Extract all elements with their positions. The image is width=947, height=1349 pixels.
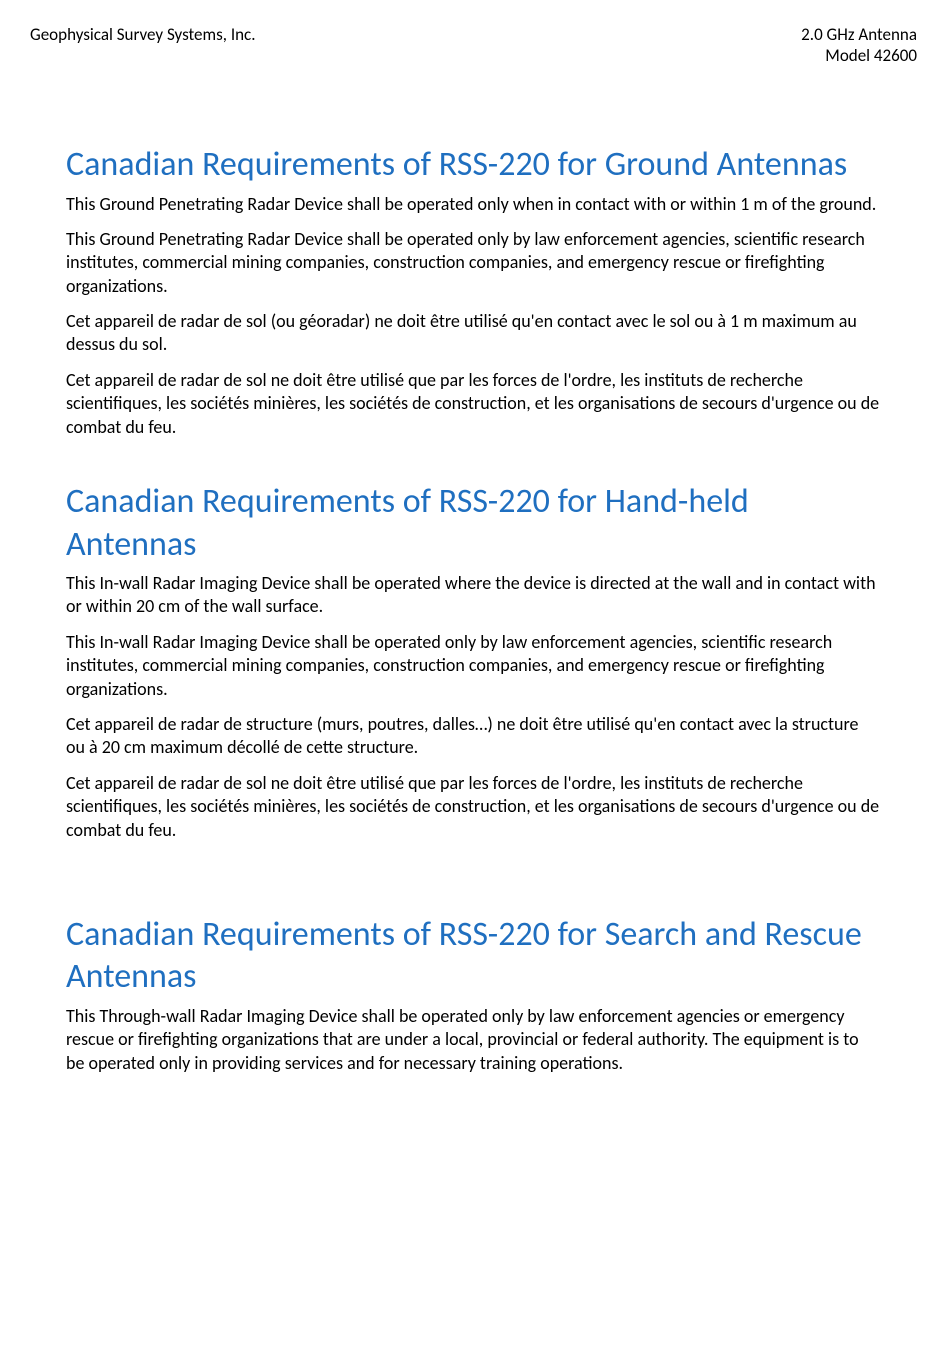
body-paragraph: Cet appareil de radar de structure (murs…	[66, 713, 881, 760]
body-paragraph: This Through-wall Radar Imaging Device s…	[66, 1005, 881, 1075]
header-right-line2: Model 42600	[801, 45, 917, 66]
header-right: 2.0 GHz Antenna Model 42600	[801, 24, 917, 66]
page-content: Canadian Requirements of RSS-220 for Gro…	[0, 144, 947, 1075]
body-paragraph: This Ground Penetrating Radar Device sha…	[66, 228, 881, 298]
body-paragraph: Cet appareil de radar de sol ne doit êtr…	[66, 369, 881, 439]
page-header: Geophysical Survey Systems, Inc. 2.0 GHz…	[0, 0, 947, 66]
section-ground-antennas: Canadian Requirements of RSS-220 for Gro…	[66, 144, 881, 439]
section-search-rescue-antennas: Canadian Requirements of RSS-220 for Sea…	[66, 914, 881, 1075]
section-handheld-antennas: Canadian Requirements of RSS-220 for Han…	[66, 481, 881, 842]
body-paragraph: This In-wall Radar Imaging Device shall …	[66, 631, 881, 701]
section-heading: Canadian Requirements of RSS-220 for Sea…	[66, 914, 881, 999]
section-heading: Canadian Requirements of RSS-220 for Gro…	[66, 144, 881, 187]
body-paragraph: Cet appareil de radar de sol (ou géorada…	[66, 310, 881, 357]
header-right-line1: 2.0 GHz Antenna	[801, 24, 917, 45]
header-left: Geophysical Survey Systems, Inc.	[30, 24, 256, 66]
body-paragraph: This Ground Penetrating Radar Device sha…	[66, 193, 881, 216]
body-paragraph: Cet appareil de radar de sol ne doit êtr…	[66, 772, 881, 842]
body-paragraph: This In-wall Radar Imaging Device shall …	[66, 572, 881, 619]
section-heading: Canadian Requirements of RSS-220 for Han…	[66, 481, 881, 566]
